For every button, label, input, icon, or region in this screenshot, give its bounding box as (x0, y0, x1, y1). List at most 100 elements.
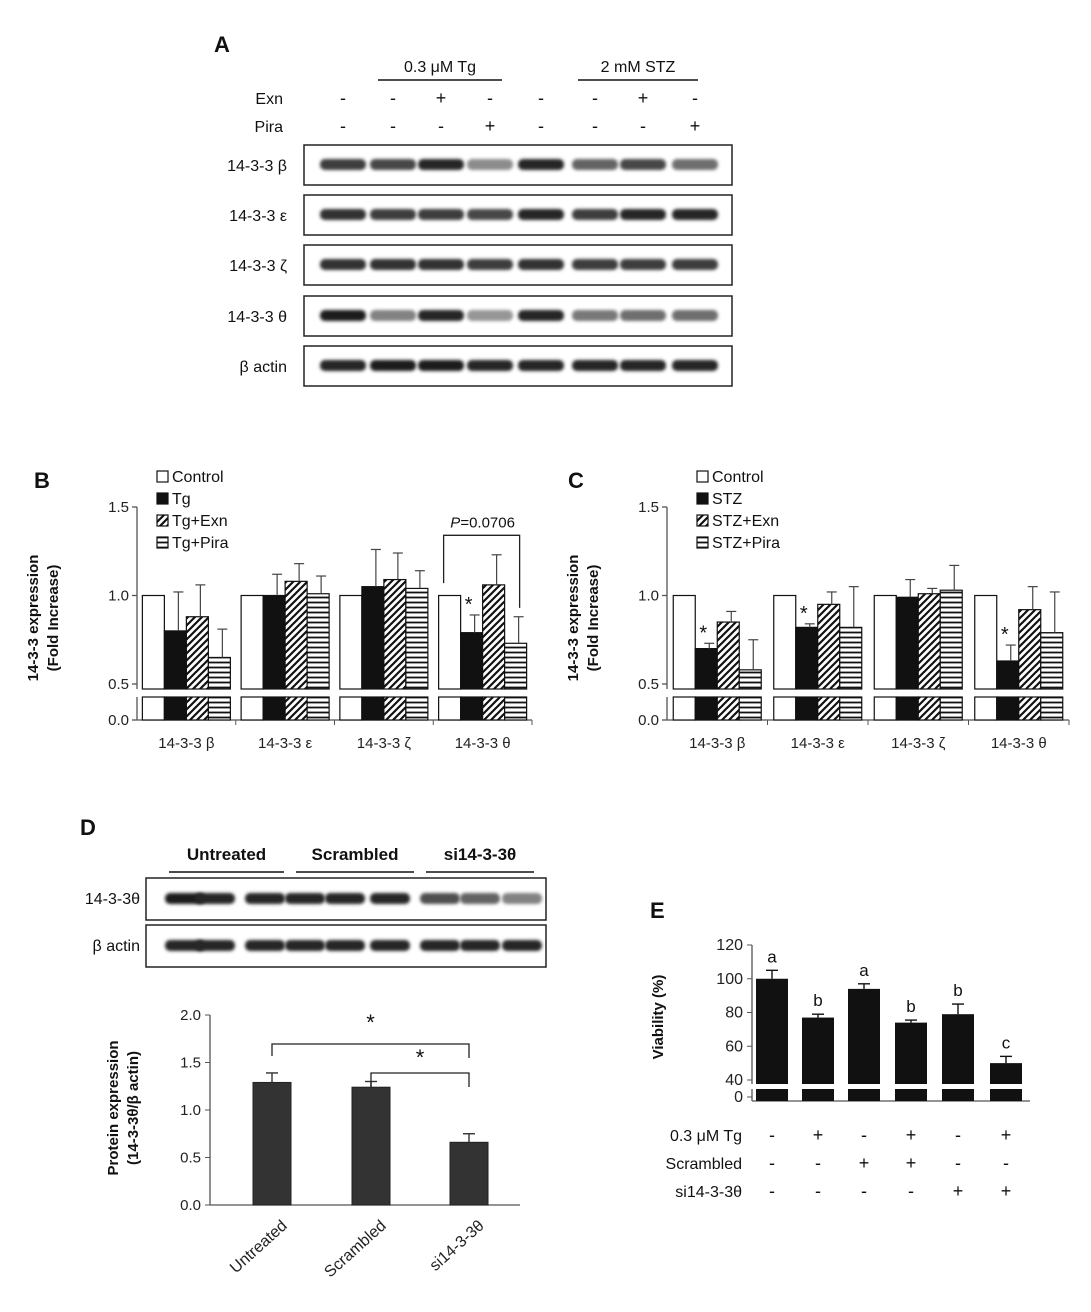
blot-band (620, 159, 666, 170)
blot-band (320, 159, 366, 170)
blot-band (672, 209, 718, 220)
legend-label: STZ+Pira (712, 535, 780, 552)
blot-band (418, 259, 464, 270)
treatment-sign: - (1003, 1153, 1009, 1173)
blot-band (467, 310, 513, 321)
blot-label: β actin (93, 938, 140, 955)
blot-band (245, 893, 285, 904)
blot-band (165, 940, 205, 951)
bar (383, 578, 407, 690)
group-label-tg: 0.3 μM Tg (404, 59, 476, 76)
lane-signs: - - + - - - + - - - - + - - - + (340, 88, 700, 136)
bar-stub (504, 696, 528, 721)
x-tick-label: 14-3-3 θ (991, 735, 1047, 752)
group-label-stz: 2 mM STZ (601, 59, 676, 76)
x-tick-label: 14-3-3 ζ (891, 735, 946, 752)
blot-label: 14-3-3 ζ (229, 258, 287, 275)
panel-d-label: D (80, 815, 96, 840)
bar (694, 647, 718, 690)
chart-e: Viability (%) 040 60 80 100 120 a b a b b c 0.3 μM … (650, 937, 1032, 1201)
bar-stub (163, 696, 187, 721)
bar (361, 586, 385, 690)
exn-sign: - (487, 88, 493, 108)
blot-band (572, 159, 618, 170)
blot-band (518, 310, 564, 321)
bar (1040, 632, 1064, 690)
panel-d-blots: Untreated Scrambled si14-3-3θ 14-3-3θ β acti… (85, 845, 547, 968)
bar-stub (672, 696, 696, 721)
chart-c: 14-3-3 expression (Fold Increase) 0.0 0.5… (565, 469, 1071, 752)
bar-stub (262, 696, 286, 721)
y-tick-label: 2.0 (180, 1007, 201, 1024)
blot-band (518, 259, 564, 270)
chart-d-ylabel-line1: Protein expression (105, 1040, 122, 1175)
blot-band (370, 310, 416, 321)
bar-stub (917, 696, 941, 721)
blot-band (370, 159, 416, 170)
y-tick-label: 40 (725, 1072, 743, 1089)
bar (163, 630, 187, 690)
sig-star-2: * (416, 1045, 425, 1070)
bar-stub (873, 696, 897, 721)
blot-band (370, 940, 410, 951)
significance-letter: a (767, 947, 777, 966)
row-label-pira: Pira (255, 119, 284, 136)
blot-band (467, 259, 513, 270)
significance-letter: a (859, 961, 869, 980)
bar-stub (795, 696, 819, 721)
bar-stub (339, 696, 363, 721)
blot-band (418, 360, 464, 371)
blot-band (285, 893, 325, 904)
panel-c: C 14-3-3 expression (Fold Increase) 0.0 0… (565, 468, 1071, 752)
chart-b: 14-3-3 expression (Fold Increase) 0.0 0.5… (25, 469, 534, 752)
sig-bracket-2 (370, 1072, 470, 1087)
treatment-label: Scrambled (666, 1156, 742, 1173)
bar (207, 656, 231, 690)
treatment-sign: - (815, 1153, 821, 1173)
bar-stub (1018, 696, 1042, 721)
blot-band (420, 940, 460, 951)
blot-label: 14-3-3θ (85, 891, 140, 908)
y-tick-label: 80 (725, 1005, 743, 1022)
blot-band (518, 209, 564, 220)
y-tick-label: 1.0 (180, 1102, 201, 1119)
y-tick-label: 1.5 (108, 499, 129, 516)
bar (240, 594, 264, 690)
x-tick-label: 14-3-3 ε (791, 735, 846, 752)
legend-label: Tg+Exn (172, 513, 228, 530)
bar-stub (716, 696, 740, 721)
treatment-sign: - (769, 1181, 775, 1201)
blot-band (418, 159, 464, 170)
y-tick-label: 1.0 (108, 588, 129, 605)
chart-d-ylabel-line2: (14-3-3θ/β actin) (125, 1051, 142, 1165)
pira-sign: + (485, 116, 496, 136)
y-tick-label: 0.5 (638, 676, 659, 693)
blot-band (518, 360, 564, 371)
legend-swatch (696, 536, 709, 549)
bar (482, 584, 506, 690)
bar-stub (438, 696, 462, 721)
x-tick-label: si14-3-3θ (427, 1217, 488, 1274)
y-tick-label: 0.0 (108, 712, 129, 729)
bar (716, 621, 740, 690)
blot-band (672, 259, 718, 270)
y-tick-label: 0.5 (108, 676, 129, 693)
bar (895, 596, 919, 690)
blot-band (467, 360, 513, 371)
bar-stub (405, 696, 429, 721)
blot-group-label: Untreated (187, 845, 266, 864)
significance-letter: b (906, 997, 915, 1016)
pira-sign: - (438, 116, 444, 136)
significance-letter: b (953, 981, 962, 1000)
western-blots: 14-3-3 β 14-3-3 ε 14-3-3 ζ 14-3-3 θ β actin (227, 144, 733, 387)
blot-band (320, 360, 366, 371)
treatment-sign: + (1001, 1125, 1012, 1145)
bar-stub (895, 696, 919, 721)
bar (848, 988, 880, 1084)
blot-band (320, 310, 366, 321)
blot-band (245, 940, 285, 951)
exn-sign: - (592, 88, 598, 108)
blot-band (370, 360, 416, 371)
bar-stub (460, 696, 484, 721)
